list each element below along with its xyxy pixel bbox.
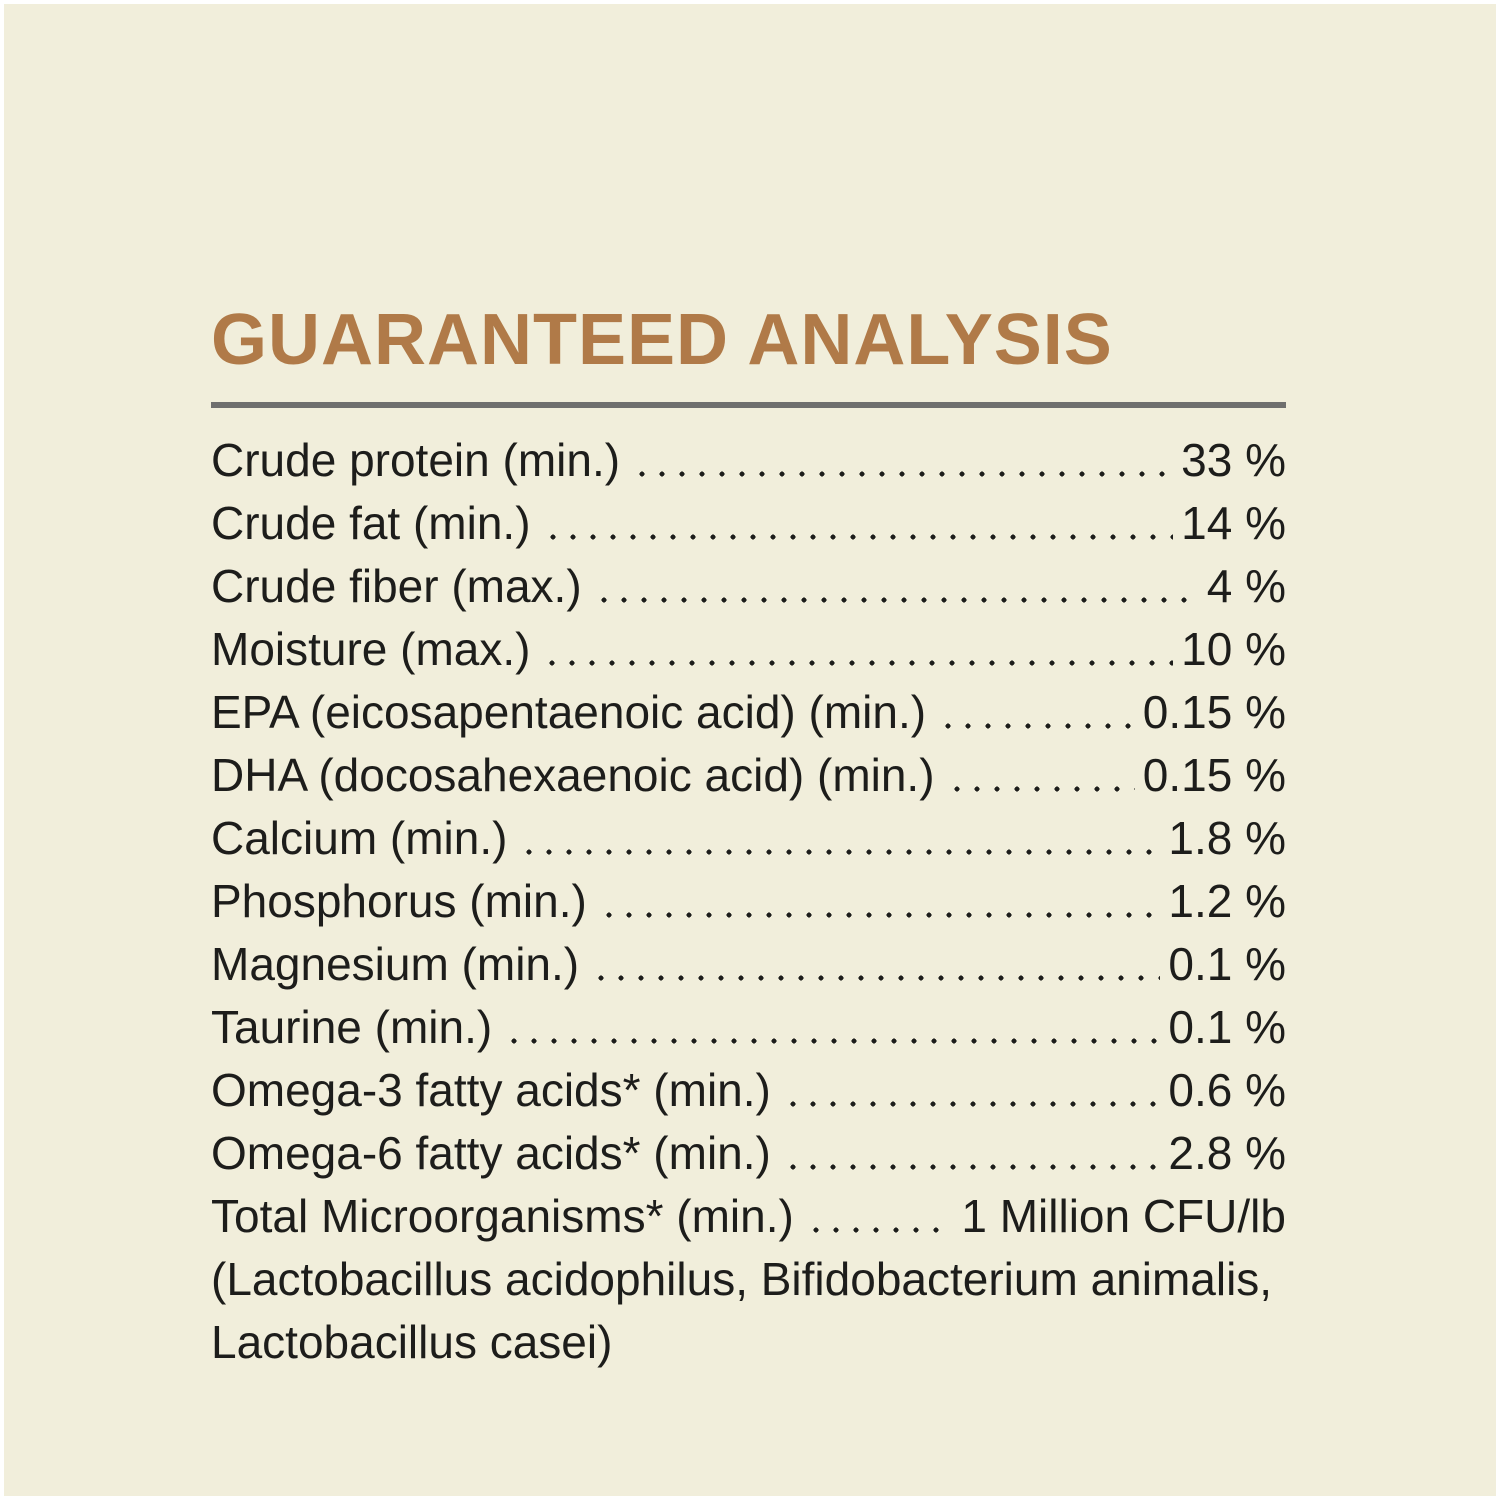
- table-row: Crude fiber (max.) 4 %: [211, 555, 1286, 618]
- table-row: Magnesium (min.) 0.1 %: [211, 933, 1286, 996]
- dot-leader: [778, 1059, 1161, 1122]
- dot-leader: [500, 996, 1161, 1059]
- table-row: Phosphorus (min.) 1.2 %: [211, 870, 1286, 933]
- row-label: Magnesium (min.): [211, 938, 580, 990]
- row-value: 2.8 %: [1168, 1127, 1286, 1179]
- row-value: 1.2 %: [1168, 875, 1286, 927]
- dot-leader: [934, 681, 1135, 744]
- row-label: Phosphorus (min.): [211, 875, 587, 927]
- dot-leader: [515, 807, 1161, 870]
- row-value: 0.15 %: [1142, 686, 1286, 738]
- heading-rule: [211, 402, 1286, 408]
- dot-leader: [628, 429, 1174, 492]
- dot-leader: [538, 618, 1174, 681]
- row-label: Taurine (min.): [211, 1001, 493, 1053]
- table-row: Moisture (max.) 10 %: [211, 618, 1286, 681]
- table-row: Crude fat (min.) 14 %: [211, 492, 1286, 555]
- row-label: Omega-3 fatty acids* (min.): [211, 1064, 771, 1116]
- guaranteed-analysis-title: GUARANTEED ANALYSIS: [211, 300, 1113, 380]
- row-label: Crude fiber (max.): [211, 560, 582, 612]
- row-label: Moisture (max.): [211, 623, 531, 675]
- table-row: DHA (docosahexaenoic acid) (min.) 0.15 %: [211, 744, 1286, 807]
- table-row: Omega-3 fatty acids* (min.) 0.6 %: [211, 1059, 1286, 1122]
- row-value: 4 %: [1206, 560, 1286, 612]
- analysis-table: Crude protein (min.) 33 % Crude fat (min…: [211, 429, 1286, 1374]
- row-label: Crude fat (min.): [211, 497, 531, 549]
- row-value: 0.1 %: [1168, 1001, 1286, 1053]
- row-value: 10 %: [1181, 623, 1286, 675]
- row-value: 0.15 %: [1142, 749, 1286, 801]
- note-line: Lactobacillus casei): [211, 1316, 613, 1368]
- dot-leader: [801, 1185, 954, 1248]
- row-label: Total Microorganisms* (min.): [211, 1190, 794, 1242]
- row-value: 0.6 %: [1168, 1064, 1286, 1116]
- dot-leader: [538, 492, 1174, 555]
- row-value: 14 %: [1181, 497, 1286, 549]
- dot-leader: [778, 1122, 1161, 1185]
- row-label: Crude protein (min.): [211, 434, 621, 486]
- dot-leader: [587, 933, 1161, 996]
- row-value: 33 %: [1181, 434, 1286, 486]
- table-row: Calcium (min.) 1.8 %: [211, 807, 1286, 870]
- guaranteed-analysis-panel: GUARANTEED ANALYSIS Crude protein (min.)…: [4, 4, 1496, 1496]
- row-label: Omega-6 fatty acids* (min.): [211, 1127, 771, 1179]
- table-row: EPA (eicosapentaenoic acid) (min.) 0.15 …: [211, 681, 1286, 744]
- row-label: DHA (docosahexaenoic acid) (min.): [211, 749, 935, 801]
- dot-leader: [942, 744, 1135, 807]
- row-value: 1.8 %: [1168, 812, 1286, 864]
- table-row: Total Microorganisms* (min.) 1 Million C…: [211, 1185, 1286, 1248]
- row-label: EPA (eicosapentaenoic acid) (min.): [211, 686, 927, 738]
- table-row: Crude protein (min.) 33 %: [211, 429, 1286, 492]
- note-line: (Lactobacillus acidophilus, Bifidobacter…: [211, 1253, 1273, 1305]
- table-row: Omega-6 fatty acids* (min.) 2.8 %: [211, 1122, 1286, 1185]
- row-value: 0.1 %: [1168, 938, 1286, 990]
- dot-leader: [589, 555, 1199, 618]
- row-label: Calcium (min.): [211, 812, 508, 864]
- dot-leader: [594, 870, 1161, 933]
- table-row: Taurine (min.) 0.1 %: [211, 996, 1286, 1059]
- row-value: 1 Million CFU/lb: [961, 1190, 1286, 1242]
